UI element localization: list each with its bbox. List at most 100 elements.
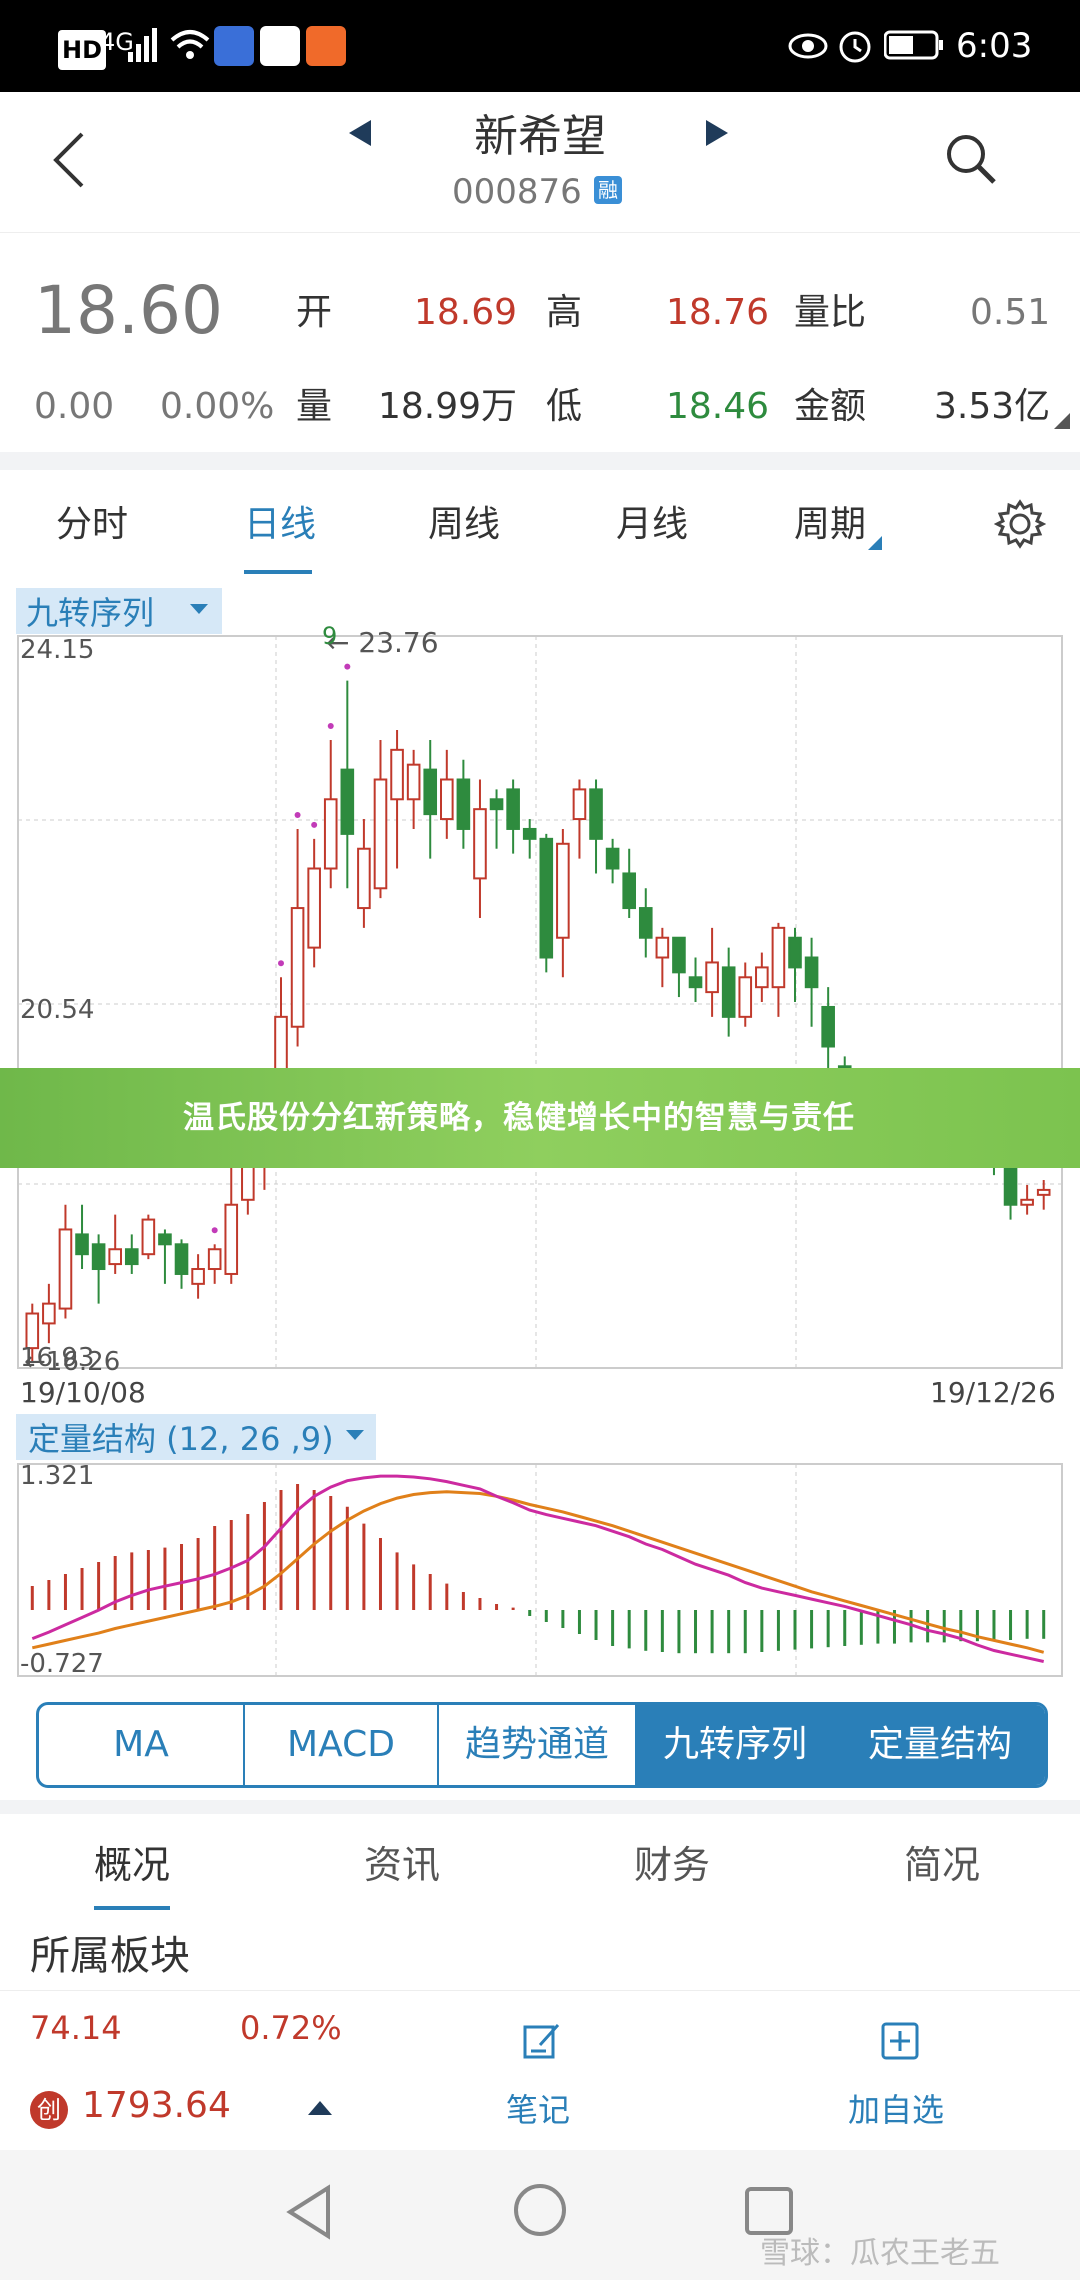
tab-period[interactable]: 周期 <box>794 504 867 545</box>
indicator-selector[interactable]: 九转序列 <box>26 594 154 632</box>
high-value: 18.76 <box>666 292 770 333</box>
sector-pct: 0.72% <box>240 2009 342 2047</box>
candle-body <box>755 966 769 989</box>
volume-label: 量 <box>296 386 333 427</box>
low-value: 18.46 <box>666 386 770 427</box>
indicator-macd[interactable]: MACD <box>287 1724 395 1765</box>
tab-intraday[interactable]: 分时 <box>56 504 129 545</box>
sub-indicator-selector[interactable]: 定量结构 (12, 26 ,9) <box>28 1420 334 1458</box>
candle-body <box>75 1233 89 1256</box>
volume-ratio-label: 量比 <box>794 292 867 333</box>
tab-finance[interactable]: 财务 <box>634 1843 711 1887</box>
indicator-trend-channel[interactable]: 趋势通道 <box>464 1724 609 1765</box>
sub-line-magenta <box>31 1474 1045 1663</box>
candle-body <box>605 847 620 870</box>
sub-min-label: -0.727 <box>20 1649 104 1679</box>
price-change-pct: 0.00% <box>160 386 275 427</box>
candle-body <box>307 867 321 949</box>
last-price: 18.60 <box>34 272 223 349</box>
sub-indicator-dropdown-icon <box>346 1430 364 1440</box>
nine-marker-dot <box>327 722 334 729</box>
add-watchlist-icon[interactable] <box>880 2021 920 2061</box>
candle-body <box>804 956 819 989</box>
nine-marker-dot <box>211 1227 218 1234</box>
candle-body <box>174 1243 189 1275</box>
expand-up-icon[interactable] <box>306 2099 334 2117</box>
next-stock-button[interactable] <box>702 118 732 148</box>
quote-panel: 18.60 开 18.69 高 18.76 量比 0.51 0.00 0.00%… <box>0 232 1080 453</box>
candle-body <box>688 976 703 989</box>
candle-body <box>207 1248 222 1271</box>
date-end-label: 19/12/26 <box>930 1376 1056 1409</box>
tab-profile[interactable]: 简况 <box>904 1843 981 1887</box>
indicator-ma[interactable]: MA <box>113 1724 169 1765</box>
amount-label: 金额 <box>794 386 867 427</box>
candle-body <box>224 1203 239 1275</box>
note-button[interactable]: 笔记 <box>506 2091 571 2129</box>
open-label: 开 <box>296 292 333 333</box>
indicator-nine-turn[interactable]: 九转序列 <box>662 1724 807 1765</box>
candle-body <box>91 1243 106 1271</box>
nav-home-icon[interactable] <box>512 2182 568 2238</box>
low-mark-label: ←16.26 <box>24 1347 120 1377</box>
expand-corner-icon[interactable] <box>1054 413 1070 429</box>
tab-monthly[interactable]: 月线 <box>616 504 689 545</box>
bottom-bar: 74.14 0.72% 创 1793.64 笔记 加自选 <box>0 1990 1080 2151</box>
divider <box>0 1800 1080 1814</box>
y-mid-label: 20.54 <box>20 995 94 1025</box>
high-label: 高 <box>546 292 583 333</box>
indicator-selector-bg <box>16 588 222 634</box>
stock-name: 新希望 <box>474 111 606 162</box>
period-dropdown-icon <box>868 536 882 550</box>
candle-body <box>638 907 653 939</box>
candle-body <box>821 1005 835 1048</box>
candle-body <box>489 798 504 811</box>
header: 新希望 000876 融 <box>0 92 1080 232</box>
candle-body <box>556 842 570 939</box>
tab-news[interactable]: 资讯 <box>364 1843 441 1887</box>
clock: 6:03 <box>956 26 1033 66</box>
candle-body <box>141 1218 156 1256</box>
gear-icon[interactable] <box>994 498 1046 550</box>
sector-value: 74.14 <box>30 2009 122 2047</box>
candle-body <box>124 1248 139 1266</box>
app-icon-3 <box>306 26 346 66</box>
tab-overview-underline <box>94 1906 170 1910</box>
tab-daily[interactable]: 日线 <box>244 504 317 545</box>
candle-body <box>1036 1188 1051 1196</box>
indicator-quant-structure[interactable]: 定量结构 <box>867 1724 1012 1765</box>
chinext-badge: 创 <box>30 2091 68 2129</box>
candle-body <box>390 748 404 801</box>
candle-body <box>25 1312 40 1350</box>
prev-stock-button[interactable] <box>345 118 375 148</box>
candlestick-series <box>25 680 1051 1363</box>
back-button[interactable] <box>50 130 90 190</box>
indicator-active-group: 九转序列 定量结构 <box>635 1705 1045 1785</box>
news-banner[interactable]: 温氏股份分红新策略，稳健增长中的智慧与责任 <box>0 1068 1080 1168</box>
low-label: 低 <box>546 386 583 427</box>
nine-marker-dot <box>294 811 301 818</box>
tab-weekly[interactable]: 周线 <box>428 504 501 545</box>
alarm-icon <box>839 31 871 63</box>
app-icon-1 <box>214 26 254 66</box>
search-icon[interactable] <box>944 132 1000 188</box>
y-max-label: 24.15 <box>20 635 94 665</box>
segment-divider <box>243 1705 245 1785</box>
signal-icon <box>128 28 157 62</box>
tab-overview[interactable]: 概况 <box>94 1843 171 1887</box>
nine-marker-dot <box>278 960 284 967</box>
wifi-icon <box>170 30 210 59</box>
candle-body <box>456 778 471 830</box>
candle-body <box>1003 1164 1018 1206</box>
main-chart-grid <box>17 635 1063 1369</box>
sub-chart-grid <box>17 1463 1063 1677</box>
nav-recents-icon[interactable] <box>744 2186 794 2236</box>
nav-back-icon[interactable] <box>284 2184 334 2240</box>
battery-icon <box>884 30 943 60</box>
candle-body <box>340 768 355 835</box>
system-nav-bar: 雪球：瓜农王老五 <box>0 2150 1080 2280</box>
add-watchlist-button[interactable]: 加自选 <box>848 2091 945 2129</box>
candle-body <box>1020 1198 1034 1206</box>
note-icon[interactable] <box>522 2021 562 2061</box>
candle-body <box>721 966 736 1018</box>
